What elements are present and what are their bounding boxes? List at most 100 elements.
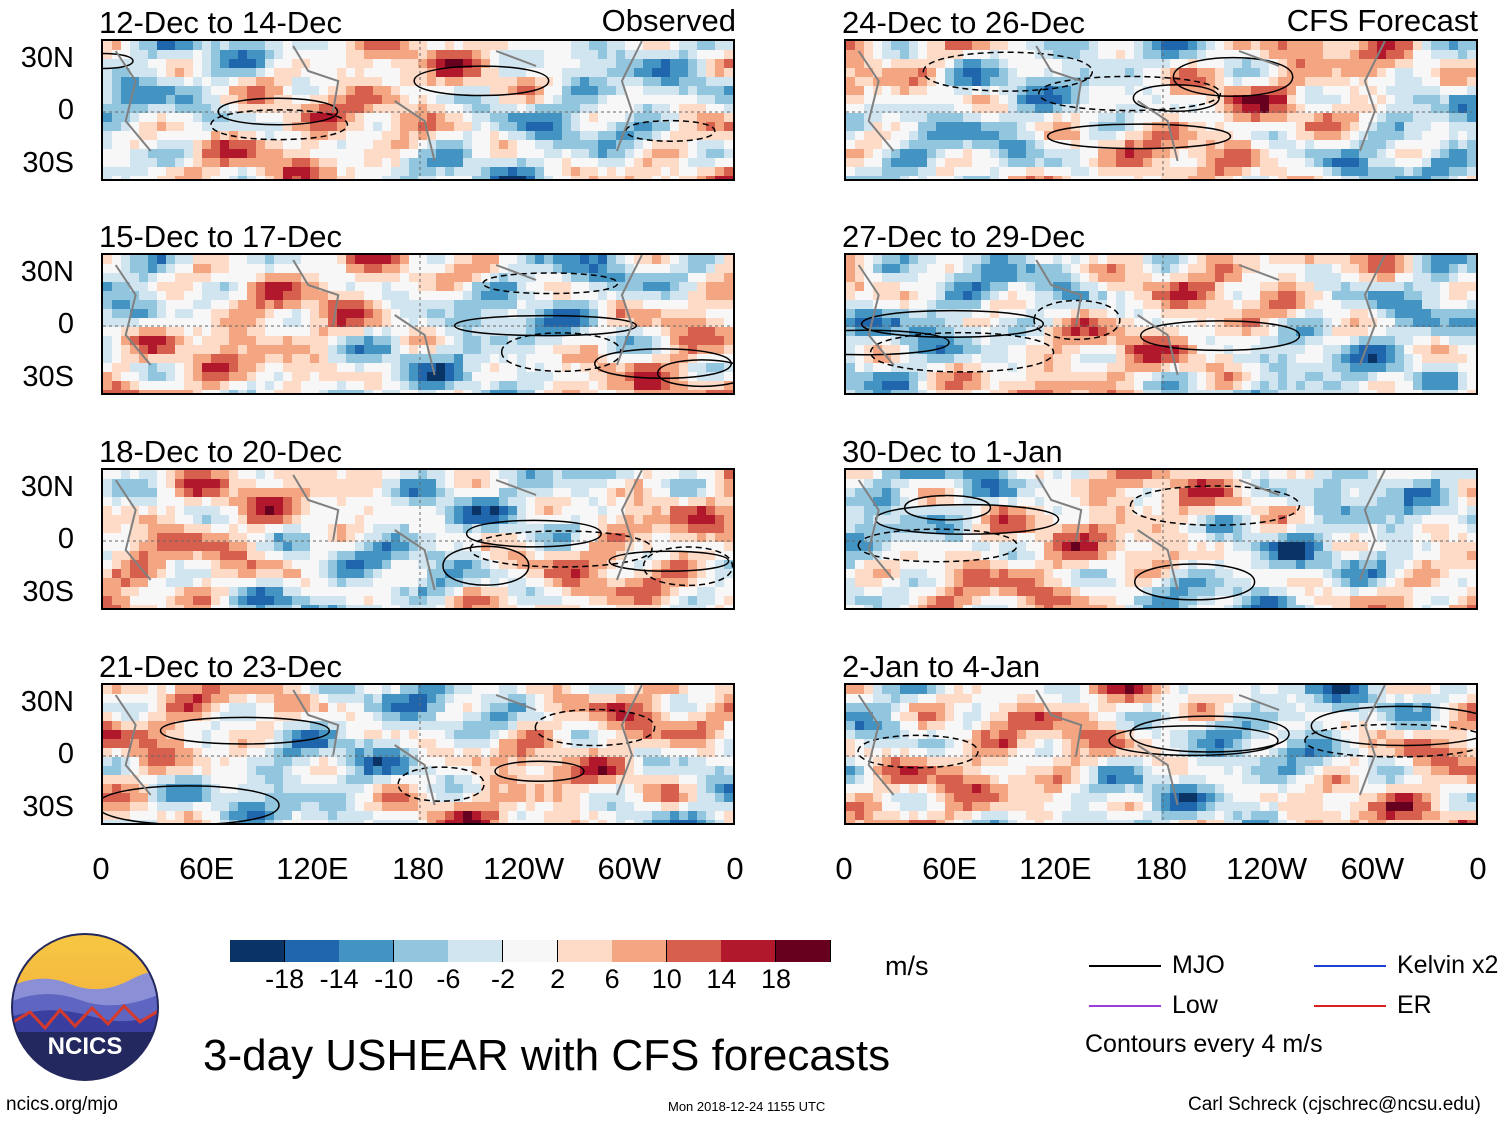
y-tick-label: 30S [22, 576, 74, 608]
mjo-contour [625, 119, 716, 142]
coastline [114, 41, 643, 162]
y-tick-label: 30N [20, 42, 74, 74]
mjo-contour [1172, 56, 1294, 98]
x-tick-label: 120W [1226, 851, 1308, 886]
colorbar-tick-label: -14 [319, 964, 359, 994]
forecast-tag: CFS Forecast [1286, 3, 1478, 38]
mjo-contour [413, 65, 550, 97]
legend-label: Kelvin x2 [1397, 951, 1499, 979]
map-panel [101, 683, 735, 825]
legend-line [1314, 965, 1386, 967]
mjo-contour [857, 528, 1018, 563]
colorbar-tick-label: -10 [374, 964, 414, 994]
logo-text: NCICS [48, 1033, 123, 1060]
coastline [857, 685, 1386, 806]
y-tick-label: 30S [22, 147, 74, 179]
mjo-contour [642, 546, 733, 587]
panel-title: 24-Dec to 26-Dec [842, 5, 1085, 40]
panel-title: 15-Dec to 17-Dec [99, 219, 342, 254]
panel-title: 18-Dec to 20-Dec [99, 434, 342, 469]
y-tick-label: 0 [57, 94, 74, 126]
colorbar-tick-label: 14 [706, 964, 737, 994]
mjo-contour [903, 494, 992, 521]
legend-line [1089, 965, 1161, 967]
mjo-contour [1310, 705, 1476, 747]
shading-layer [846, 470, 1476, 608]
map-panel [844, 683, 1478, 825]
colorbar-swatch [503, 940, 559, 962]
y-tick-label: 30N [20, 471, 74, 503]
mjo-contour [860, 309, 1045, 338]
colorbar-tick-label: 10 [651, 964, 682, 994]
mjo-contour [442, 545, 530, 586]
shading-layer [846, 685, 1476, 823]
colorbar-swatch [339, 940, 395, 962]
mjo-contour [453, 314, 638, 337]
y-tick-label: 0 [57, 523, 74, 555]
logo-graphic: NCICS [11, 933, 159, 1081]
colorbar-tick-label: 18 [760, 964, 792, 994]
colorbar-tick-label: -2 [490, 964, 515, 994]
site-link[interactable]: ncics.org/mjo [6, 1094, 118, 1115]
colorbar-swatch [721, 940, 777, 962]
panel-title: 2-Jan to 4-Jan [842, 649, 1041, 684]
panel-title: 27-Dec to 29-Dec [842, 219, 1085, 254]
colorbar-tick-label: 2 [550, 964, 566, 994]
colorbar-swatch [557, 940, 613, 962]
map-panel [844, 468, 1478, 610]
mjo-contour [857, 734, 979, 769]
x-tick-label: 0 [726, 851, 744, 886]
panel-title: 30-Dec to 1-Jan [842, 434, 1063, 469]
legend-line [1314, 1005, 1386, 1007]
mjo-contour [465, 519, 602, 548]
mjo-contour [482, 272, 619, 295]
y-tick-label: 0 [57, 308, 74, 340]
x-tick-label: 120E [1019, 851, 1092, 886]
mjo-contour [217, 97, 339, 126]
panel-title: 12-Dec to 14-Dec [99, 5, 342, 40]
y-tick-label: 30S [22, 791, 74, 823]
observed-tag: Observed [601, 3, 736, 38]
mjo-contour [469, 530, 653, 568]
colorbar-swatch [284, 940, 340, 962]
legend-label: Low [1172, 991, 1218, 1019]
x-tick-label: 0 [1469, 851, 1487, 886]
mjo-contour [103, 52, 134, 70]
colorbar-tick-label: 6 [604, 964, 620, 994]
shading-layer [846, 41, 1476, 179]
coastline [857, 255, 1386, 376]
colorbar-tick-label: -18 [265, 964, 305, 994]
x-tick-label: 180 [1135, 851, 1187, 886]
mjo-contour [534, 708, 656, 747]
mjo-contour [1129, 715, 1290, 753]
mjo-contour [1134, 563, 1256, 601]
y-tick-label: 30S [22, 361, 74, 393]
map-panel [101, 468, 735, 610]
contour-note: Contours every 4 m/s [1085, 1030, 1323, 1058]
y-tick-label: 30N [20, 686, 74, 718]
mjo-contour [1129, 485, 1301, 526]
colorbar-swatch [612, 940, 668, 962]
coastline [114, 470, 643, 591]
mjo-contour [593, 348, 732, 380]
x-tick-label: 60E [179, 851, 235, 886]
colorbar-tick-label: -6 [436, 964, 461, 994]
coastline [114, 685, 643, 806]
shading-layer [103, 255, 733, 393]
mjo-contour [1108, 725, 1279, 757]
map-panel [844, 39, 1478, 181]
x-tick-label: 60W [597, 851, 662, 886]
mjo-contour [1046, 123, 1232, 150]
mjo-contour [874, 504, 1060, 535]
main-title: 3-day USHEAR with CFS forecasts [203, 1031, 891, 1080]
mjo-contour [608, 550, 730, 572]
colorbar-swatch [393, 940, 449, 962]
x-tick-label: 120W [483, 851, 565, 886]
panel-title: 21-Dec to 23-Dec [99, 649, 342, 684]
map-panel [101, 253, 735, 395]
units-label: m/s [885, 951, 929, 981]
map-panel [101, 39, 735, 181]
mjo-contour [656, 359, 733, 388]
timestamp: Mon 2018-12-24 1155 UTC [668, 1099, 826, 1114]
mjo-contour [1038, 75, 1222, 112]
